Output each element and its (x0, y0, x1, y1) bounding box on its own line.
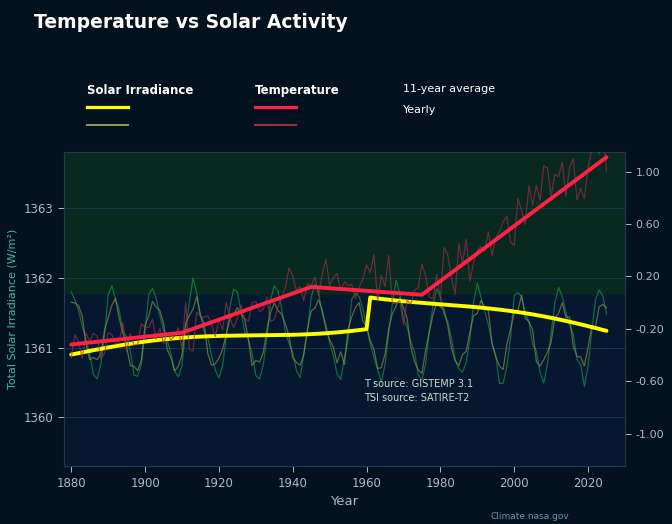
Text: T source: GISTEMP 3.1
TSI source: SATIRE-T2: T source: GISTEMP 3.1 TSI source: SATIRE… (364, 379, 473, 403)
Text: Temperature: Temperature (255, 84, 340, 97)
Text: 11-year average: 11-year average (403, 84, 495, 94)
Text: Solar Irradiance: Solar Irradiance (87, 84, 194, 97)
Text: Temperature vs Solar Activity: Temperature vs Solar Activity (34, 13, 347, 32)
Y-axis label: Total Solar Irradiance (W/m²): Total Solar Irradiance (W/m²) (8, 229, 18, 389)
Bar (64, 295, 625, 466)
X-axis label: Year: Year (331, 495, 358, 508)
Text: Yearly: Yearly (403, 105, 437, 115)
Bar (64, 152, 625, 295)
Text: Climate.nasa.gov: Climate.nasa.gov (491, 512, 569, 521)
